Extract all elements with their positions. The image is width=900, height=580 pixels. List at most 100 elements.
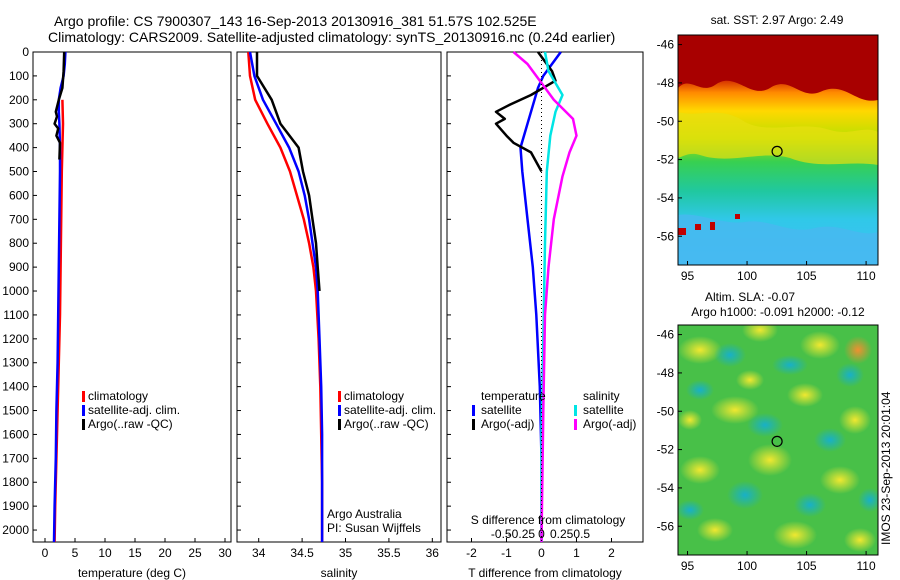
sla-negative-anomaly [686,380,714,400]
sla-positive-anomaly [839,406,871,434]
depth-tick-label: 1700 [2,451,29,465]
difference-xtick-label: -1 [501,546,512,560]
sla-map-title-line1: Altim. SLA: -0.07 [705,290,795,304]
difference-series-salinity-argo-adj [512,51,578,543]
difference-xtick-label: 1 [573,546,580,560]
salinity-legend-label: Argo(-adj) [583,417,636,431]
depth-tick-label: 1400 [2,380,29,394]
depth-tick-label: 700 [9,212,29,226]
salinity-plot-frame [236,51,442,543]
sla-lat-label: -54 [657,481,675,495]
sla-positive-anomaly [748,444,792,476]
difference-series-temperature-argo-adj [494,51,557,173]
difference-series-temperature-satellite [519,51,562,542]
sst-map-title: sat. SST: 2.97 Argo: 2.49 [711,13,844,27]
sla-lat-label: -46 [657,328,675,342]
salinity-xtick-label: 34.5 [290,546,314,560]
temperature-panel: 0 5 10 15 20 25 30 temperature (deg C) 0 100 200 30… [2,45,232,580]
difference-xtick-label: 2 [608,546,615,560]
sst-lon-label: 110 [857,269,876,283]
temperature-xtick-label: 30 [218,546,232,560]
depth-tick-label: 1900 [2,499,29,513]
difference-xlabel: T difference from climatology [468,566,622,580]
temperature-legend-swatch [472,405,475,416]
sla-positive-anomaly [697,518,733,542]
sla-lon-label: 110 [857,559,876,573]
depth-tick-label: 200 [9,93,29,107]
sst-argo-location-marker [771,145,783,157]
sla-lon-label: 100 [737,559,757,573]
salinity-legend-label: climatology [344,389,404,403]
temperature-legend-label: Argo(..raw -QC) [88,417,173,431]
sla-negative-anomaly [727,481,763,509]
sla-positive-anomaly [800,331,840,359]
difference-xtick-label: 0 [538,546,545,560]
temperature-legend-label: climatology [88,389,148,403]
sst-map-frame [677,34,879,266]
temperature-legend-label: Argo(-adj) [481,417,534,431]
salinity-xtick-label: 35 [339,546,353,560]
figure-title-line1: Argo profile: CS 7900307_143 16-Sep-2013… [54,13,537,29]
salinity-xtick-label: 35.5 [377,546,401,560]
depth-tick-label: 400 [9,141,29,155]
sst-lat-label: -52 [657,153,675,167]
sla-lat-label: -56 [657,519,675,533]
temperature-xtick-label: 10 [98,546,112,560]
depth-tick-label: 500 [9,165,29,179]
sst-lat-label: -48 [657,76,675,90]
temperature-xtick-label: 15 [128,546,142,560]
temperature-xtick-label: 5 [72,546,79,560]
temperature-xtick-label: 20 [158,546,172,560]
sla-negative-anomaly [794,493,826,517]
temperature-series-argo-raw-qc [53,51,66,160]
salinity-legend-label: satellite [583,403,624,417]
depth-tick-label: 1100 [3,308,29,322]
sla-map-panel: Altim. SLA: -0.07 Argo h1000: -0.091 h20… [657,290,879,573]
difference-panel: -2 -1 0 1 2 T difference from climatology -0.5… [446,51,644,580]
sla-lat-label: -50 [657,404,675,418]
depth-tick-label: 600 [9,188,29,202]
sla-negative-anomaly [678,500,704,520]
temperature-legend-swatch [82,419,85,430]
temperature-xtick-label: 0 [42,546,49,560]
salinity-legend-label: Argo(..raw -QC) [344,417,429,431]
sla-anomaly-blobs [678,325,878,552]
sst-lon-label: 100 [737,269,757,283]
salinity-legend-swatch [338,405,341,416]
depth-tick-label: 100 [9,69,29,83]
difference-top-tick-label: -0.5 [491,527,512,541]
sla-negative-anomaly [814,428,846,452]
depth-tick-label: 800 [9,236,29,250]
depth-tick-label: 1000 [2,284,29,298]
depth-tick-label: 1800 [2,475,29,489]
depth-tick-label: 900 [9,260,29,274]
difference-top-xlabel: S difference from climatology [471,513,626,527]
sla-argo-location-marker [771,435,783,447]
salinity-series-satellite-adj-clim [248,51,324,542]
temperature-legend-swatch [472,419,475,430]
sla-positive-anomaly [844,528,876,552]
argo-australia-label: Argo Australia [327,507,402,521]
sla-positive-anomaly [678,410,702,430]
sst-lat-label: -56 [657,229,675,243]
sst-red-pixel-4 [735,214,740,219]
temperature-legend-swatch [82,405,85,416]
sst-yellow-band [678,112,878,165]
salinity-xtick-label: 34 [252,546,266,560]
depth-tick-label: 300 [9,117,29,131]
difference-xtick-label: -2 [466,546,477,560]
sla-positive-anomaly [773,521,817,549]
timestamp-side-label: IMOS 23-Sep-2013 20:01:04 [879,391,893,545]
sla-strong-positive-anomaly [844,336,872,364]
sst-cold-patch [678,214,878,265]
depth-tick-label: 1300 [2,356,29,370]
temperature-legend-label: satellite [481,403,522,417]
sst-lat-label: -46 [657,38,675,52]
sst-lon-label: 105 [797,269,817,283]
sla-positive-anomaly [787,383,823,407]
temperature-plot-frame [32,51,232,543]
salinity-legend-label: satellite-adj. clim. [344,403,436,417]
sla-positive-anomaly [736,370,764,390]
pi-name-label: PI: Susan Wijffels [327,521,421,535]
salinity-panel: 34 34.5 35 35.5 36 salinity climatologysatelli… [236,51,442,580]
